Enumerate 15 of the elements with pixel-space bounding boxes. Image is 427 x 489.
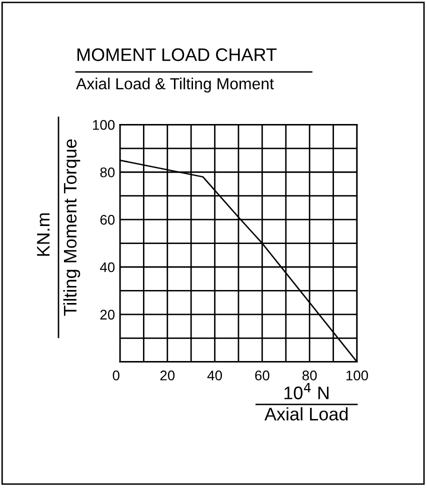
x-tick-label: 0 (112, 370, 120, 380)
x-tick-label: 60 (255, 370, 270, 380)
x-tick-label: 100 (346, 370, 368, 380)
y-tick-label: 60 (100, 214, 115, 225)
x-tick-label: 20 (160, 370, 175, 380)
chart-subtitle: Axial Load & Tilting Moment (76, 78, 274, 93)
y-tick-label: 20 (100, 310, 115, 320)
y-axis-title: KN.m Tilting Moment Torque (37, 139, 80, 316)
y-tick-label: 40 (100, 262, 115, 272)
x-tick-label: 40 (207, 370, 222, 380)
y-tick-label: 100 (93, 120, 115, 130)
chart-title: MOMENT LOAD CHART (77, 48, 277, 62)
x-axis-title: 10$^{4}$ N Axial Load (264, 383, 348, 420)
y-tick-label: 80 (100, 167, 115, 178)
x-tick-label: 80 (302, 370, 317, 380)
